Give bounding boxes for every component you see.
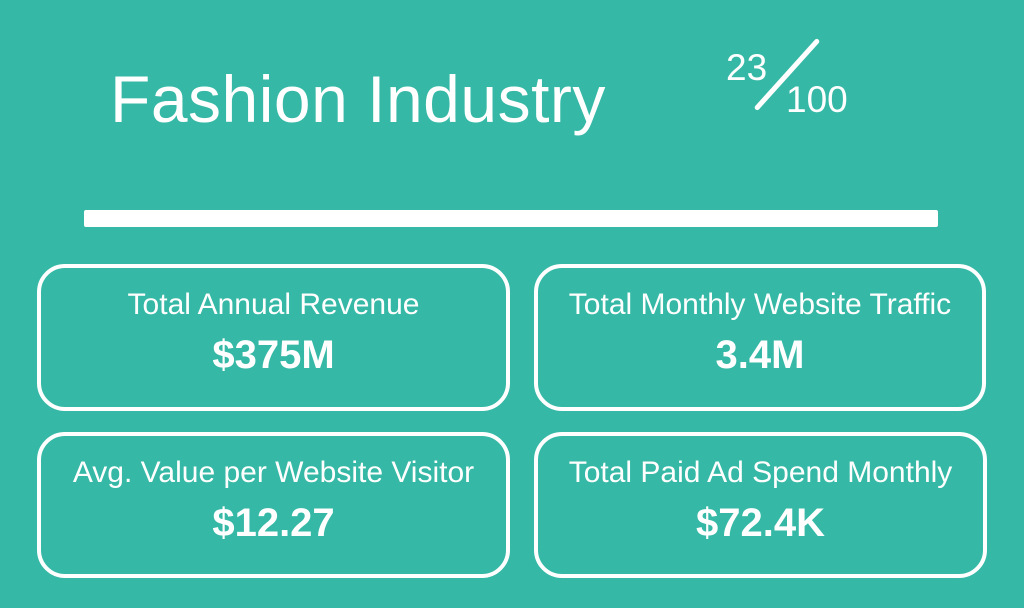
stat-card-label: Total Annual Revenue — [127, 288, 420, 321]
score-denominator: 100 — [786, 79, 848, 120]
stat-card-label: Total Paid Ad Spend Monthly — [568, 456, 953, 489]
stat-card-value: $12.27 — [212, 501, 335, 545]
page-title: Fashion Industry — [110, 62, 606, 136]
score-numerator: 23 — [726, 47, 768, 88]
stat-card-value: $375M — [212, 333, 335, 377]
stat-card-label: Total Monthly Website Traffic — [568, 288, 952, 321]
stat-card-avg-value-per-website-visitor: Avg. Value per Website Visitor $12.27 — [37, 432, 510, 578]
stat-card-total-paid-ad-spend-monthly: Total Paid Ad Spend Monthly $72.4K — [534, 432, 987, 578]
title-underline-bar — [84, 210, 938, 227]
stat-card-value: 3.4M — [715, 333, 805, 377]
stat-card-total-annual-revenue: Total Annual Revenue $375M — [37, 264, 510, 411]
stat-card-value: $72.4K — [696, 501, 825, 545]
stat-card-total-monthly-website-traffic: Total Monthly Website Traffic 3.4M — [534, 264, 986, 411]
stat-card-label: Avg. Value per Website Visitor — [72, 456, 475, 489]
